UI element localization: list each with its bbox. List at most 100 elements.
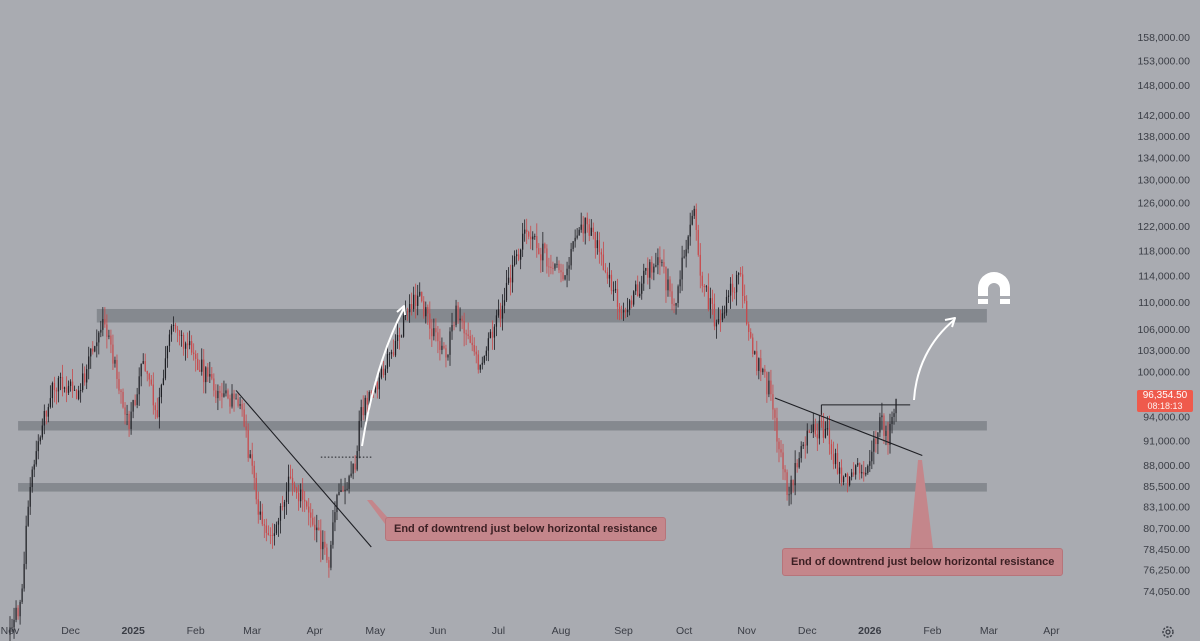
- y-tick-label: 103,000.00: [1137, 345, 1190, 357]
- candle: [71, 368, 74, 398]
- candle: [338, 483, 340, 496]
- candle: [255, 472, 257, 505]
- candle-body: [871, 451, 873, 462]
- candle-body: [725, 296, 728, 313]
- candle-body: [15, 607, 17, 620]
- candle: [84, 366, 86, 386]
- candle-body: [100, 329, 102, 333]
- candle: [154, 402, 156, 420]
- candle: [291, 468, 294, 496]
- candle: [295, 486, 298, 499]
- candle: [382, 360, 385, 378]
- candle-body: [584, 217, 586, 234]
- candle: [740, 266, 742, 277]
- candle: [744, 284, 746, 304]
- candle: [479, 364, 481, 373]
- candle: [31, 466, 33, 493]
- candle: [178, 330, 181, 346]
- x-tick-label: Sep: [614, 625, 633, 637]
- candle-body: [566, 268, 568, 276]
- candle-body: [172, 324, 175, 326]
- candle: [592, 222, 594, 240]
- candle: [675, 302, 677, 315]
- candle-body: [701, 275, 703, 286]
- x-tick-label: Dec: [798, 625, 817, 637]
- candle: [487, 332, 489, 362]
- candle: [600, 248, 603, 266]
- candle: [629, 298, 631, 316]
- candle: [764, 364, 766, 378]
- candle-body: [731, 283, 734, 293]
- candle-body: [69, 381, 72, 386]
- candle: [231, 384, 233, 409]
- candle-body: [429, 313, 431, 329]
- candle-body: [695, 208, 697, 230]
- candle: [679, 270, 681, 294]
- candle: [213, 373, 215, 397]
- downtrend-line-1[interactable]: [235, 390, 372, 548]
- candle: [475, 345, 477, 364]
- candle: [219, 385, 221, 401]
- candle: [314, 516, 316, 541]
- downtrend-line-2[interactable]: [774, 397, 923, 456]
- candle: [760, 349, 762, 382]
- candle-body: [802, 444, 804, 447]
- candle-body: [308, 506, 310, 513]
- candle: [17, 605, 19, 620]
- y-tick-label: 130,000.00: [1137, 175, 1190, 187]
- candle-body: [869, 461, 871, 466]
- candle: [786, 469, 788, 501]
- y-tick-label: 88,000.00: [1143, 460, 1190, 472]
- candle: [390, 349, 393, 359]
- candle-body: [457, 305, 459, 321]
- candle: [195, 350, 197, 372]
- candle: [455, 299, 457, 328]
- candle: [891, 411, 893, 434]
- candle-body: [360, 407, 362, 422]
- candle: [574, 229, 576, 248]
- candle-body: [772, 394, 774, 410]
- candle: [616, 278, 619, 320]
- candle-body: [271, 535, 274, 536]
- candle-body: [554, 264, 556, 269]
- candle: [297, 484, 300, 511]
- candle-body: [719, 319, 722, 320]
- candle-body: [499, 309, 502, 319]
- candle: [497, 299, 500, 318]
- candle: [65, 376, 68, 403]
- candle: [705, 284, 707, 292]
- candle-body: [522, 233, 524, 250]
- candle-body: [586, 217, 588, 225]
- candle-body: [150, 379, 152, 385]
- candle: [746, 295, 748, 326]
- candle-body: [590, 227, 592, 236]
- y-tick-label: 138,000.00: [1137, 131, 1190, 143]
- candle: [182, 332, 185, 356]
- horizontal-zone-lower-zone: [18, 483, 987, 492]
- candle: [241, 399, 243, 417]
- candle-body: [832, 454, 835, 465]
- candle-body: [247, 429, 249, 458]
- candle-body: [443, 345, 445, 349]
- candle: [532, 231, 534, 251]
- candle: [207, 362, 209, 382]
- candle: [844, 473, 847, 478]
- candle-body: [517, 254, 520, 260]
- x-tick-label: Mar: [243, 625, 262, 637]
- candle: [358, 410, 360, 459]
- candle-body: [132, 400, 134, 412]
- candle: [564, 275, 566, 281]
- candle: [622, 302, 625, 321]
- candle-body: [114, 359, 116, 364]
- candle: [35, 440, 37, 467]
- candle-body: [455, 305, 457, 326]
- candle: [877, 432, 879, 455]
- breakout-arrow-2: [913, 319, 955, 401]
- candle-body: [180, 334, 183, 336]
- candle: [122, 388, 124, 409]
- candle-body: [84, 373, 86, 383]
- magnet-icon: [978, 272, 1010, 304]
- gear-icon[interactable]: [1160, 624, 1176, 640]
- candle-body: [758, 358, 760, 371]
